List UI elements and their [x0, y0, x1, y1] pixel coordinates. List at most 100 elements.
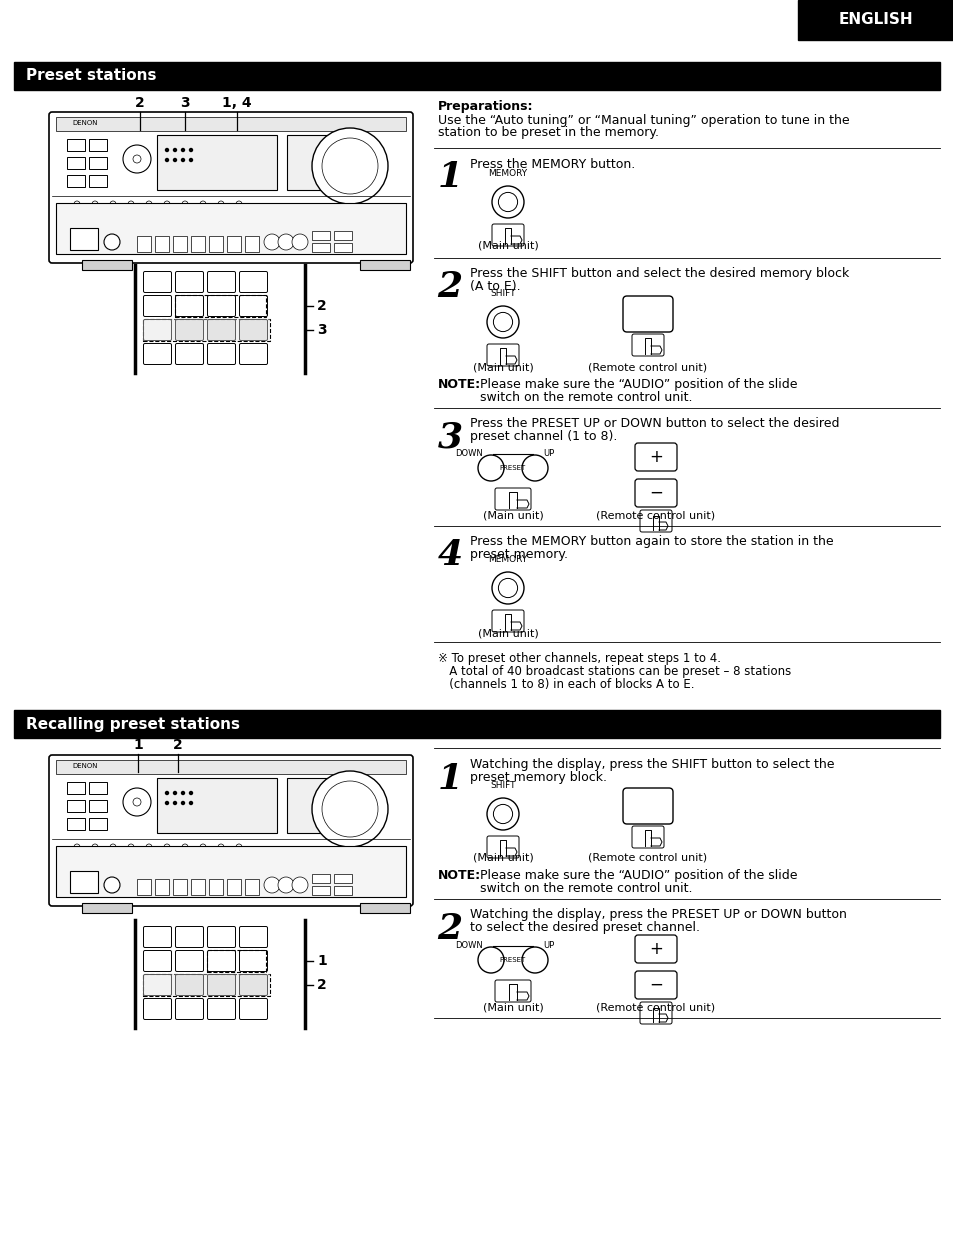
- Circle shape: [312, 771, 388, 847]
- Text: (Remote control unit): (Remote control unit): [588, 852, 707, 862]
- Bar: [143, 974, 270, 996]
- FancyBboxPatch shape: [143, 927, 172, 948]
- Text: −: −: [648, 976, 662, 995]
- Text: switch on the remote control unit.: switch on the remote control unit.: [479, 391, 692, 404]
- FancyBboxPatch shape: [622, 296, 672, 332]
- Circle shape: [486, 798, 518, 830]
- Circle shape: [132, 155, 141, 163]
- Text: Please make sure the “AUDIO” position of the slide: Please make sure the “AUDIO” position of…: [479, 870, 797, 882]
- Text: A total of 40 broadcast stations can be preset – 8 stations: A total of 40 broadcast stations can be …: [437, 666, 790, 678]
- Circle shape: [74, 200, 80, 207]
- FancyBboxPatch shape: [635, 935, 677, 962]
- Circle shape: [190, 802, 193, 804]
- Text: (Main unit): (Main unit): [472, 852, 533, 862]
- Text: (Main unit): (Main unit): [482, 510, 543, 520]
- FancyBboxPatch shape: [635, 479, 677, 507]
- Bar: [312, 231, 330, 240]
- Text: (Remote control unit): (Remote control unit): [596, 510, 715, 520]
- Bar: [67, 174, 85, 187]
- Text: Preset stations: Preset stations: [26, 68, 156, 84]
- Text: 4: 4: [437, 538, 462, 571]
- Circle shape: [264, 234, 280, 250]
- FancyBboxPatch shape: [175, 271, 203, 292]
- Bar: [89, 782, 107, 794]
- Text: 2: 2: [316, 978, 327, 992]
- FancyBboxPatch shape: [486, 836, 518, 858]
- Text: (Main unit): (Main unit): [477, 628, 537, 638]
- FancyBboxPatch shape: [495, 980, 531, 1002]
- Circle shape: [312, 127, 388, 204]
- Text: MEMORY: MEMORY: [488, 169, 527, 178]
- Bar: [67, 800, 85, 811]
- Text: 2: 2: [437, 912, 462, 946]
- FancyBboxPatch shape: [239, 319, 267, 340]
- Text: 2: 2: [135, 96, 145, 110]
- Bar: [227, 880, 241, 896]
- FancyBboxPatch shape: [208, 296, 235, 317]
- FancyBboxPatch shape: [639, 510, 671, 532]
- Bar: [70, 871, 98, 893]
- Bar: [14, 62, 939, 90]
- FancyBboxPatch shape: [239, 998, 267, 1019]
- Circle shape: [123, 788, 151, 816]
- Bar: [191, 880, 205, 896]
- Text: switch on the remote control unit.: switch on the remote control unit.: [479, 882, 692, 896]
- FancyBboxPatch shape: [239, 296, 267, 317]
- FancyBboxPatch shape: [239, 975, 267, 996]
- Bar: [174, 294, 266, 317]
- Bar: [191, 236, 205, 252]
- Bar: [89, 139, 107, 151]
- Circle shape: [200, 844, 206, 850]
- Circle shape: [322, 781, 377, 837]
- FancyBboxPatch shape: [143, 975, 172, 996]
- Text: 2: 2: [437, 270, 462, 304]
- Text: ENGLISH: ENGLISH: [838, 12, 912, 27]
- Bar: [56, 846, 406, 897]
- Bar: [287, 135, 347, 190]
- Circle shape: [132, 798, 141, 807]
- Text: NOTE:: NOTE:: [437, 379, 480, 391]
- Circle shape: [91, 844, 98, 850]
- Text: PRESET: PRESET: [499, 465, 525, 471]
- Text: (Remote control unit): (Remote control unit): [588, 362, 707, 372]
- Bar: [67, 157, 85, 169]
- Bar: [67, 818, 85, 830]
- Text: 1: 1: [437, 762, 462, 795]
- Circle shape: [165, 802, 169, 804]
- FancyBboxPatch shape: [208, 319, 235, 340]
- FancyBboxPatch shape: [639, 1002, 671, 1024]
- Text: UP: UP: [542, 941, 554, 950]
- FancyBboxPatch shape: [622, 788, 672, 824]
- Circle shape: [492, 571, 523, 604]
- Circle shape: [235, 200, 242, 207]
- Text: Press the SHIFT button and select the desired memory block: Press the SHIFT button and select the de…: [470, 267, 848, 280]
- Bar: [154, 880, 169, 896]
- Circle shape: [264, 877, 280, 893]
- Text: 1: 1: [133, 738, 143, 752]
- FancyBboxPatch shape: [143, 344, 172, 365]
- FancyBboxPatch shape: [635, 443, 677, 471]
- Circle shape: [235, 844, 242, 850]
- Bar: [82, 260, 132, 270]
- Circle shape: [181, 802, 184, 804]
- FancyBboxPatch shape: [208, 271, 235, 292]
- Circle shape: [173, 158, 176, 162]
- Circle shape: [292, 877, 308, 893]
- FancyBboxPatch shape: [49, 113, 413, 263]
- FancyBboxPatch shape: [143, 950, 172, 971]
- Bar: [157, 135, 276, 190]
- Circle shape: [277, 234, 294, 250]
- FancyBboxPatch shape: [631, 334, 663, 356]
- FancyBboxPatch shape: [175, 927, 203, 948]
- Circle shape: [104, 234, 120, 250]
- Circle shape: [218, 200, 224, 207]
- Text: 1: 1: [437, 160, 462, 194]
- Text: UP: UP: [542, 449, 554, 459]
- Circle shape: [123, 145, 151, 173]
- FancyBboxPatch shape: [143, 319, 172, 340]
- Text: SHIFT: SHIFT: [490, 781, 516, 790]
- Bar: [89, 157, 107, 169]
- Text: DENON: DENON: [71, 763, 97, 769]
- Text: DOWN: DOWN: [455, 449, 482, 459]
- Circle shape: [292, 234, 308, 250]
